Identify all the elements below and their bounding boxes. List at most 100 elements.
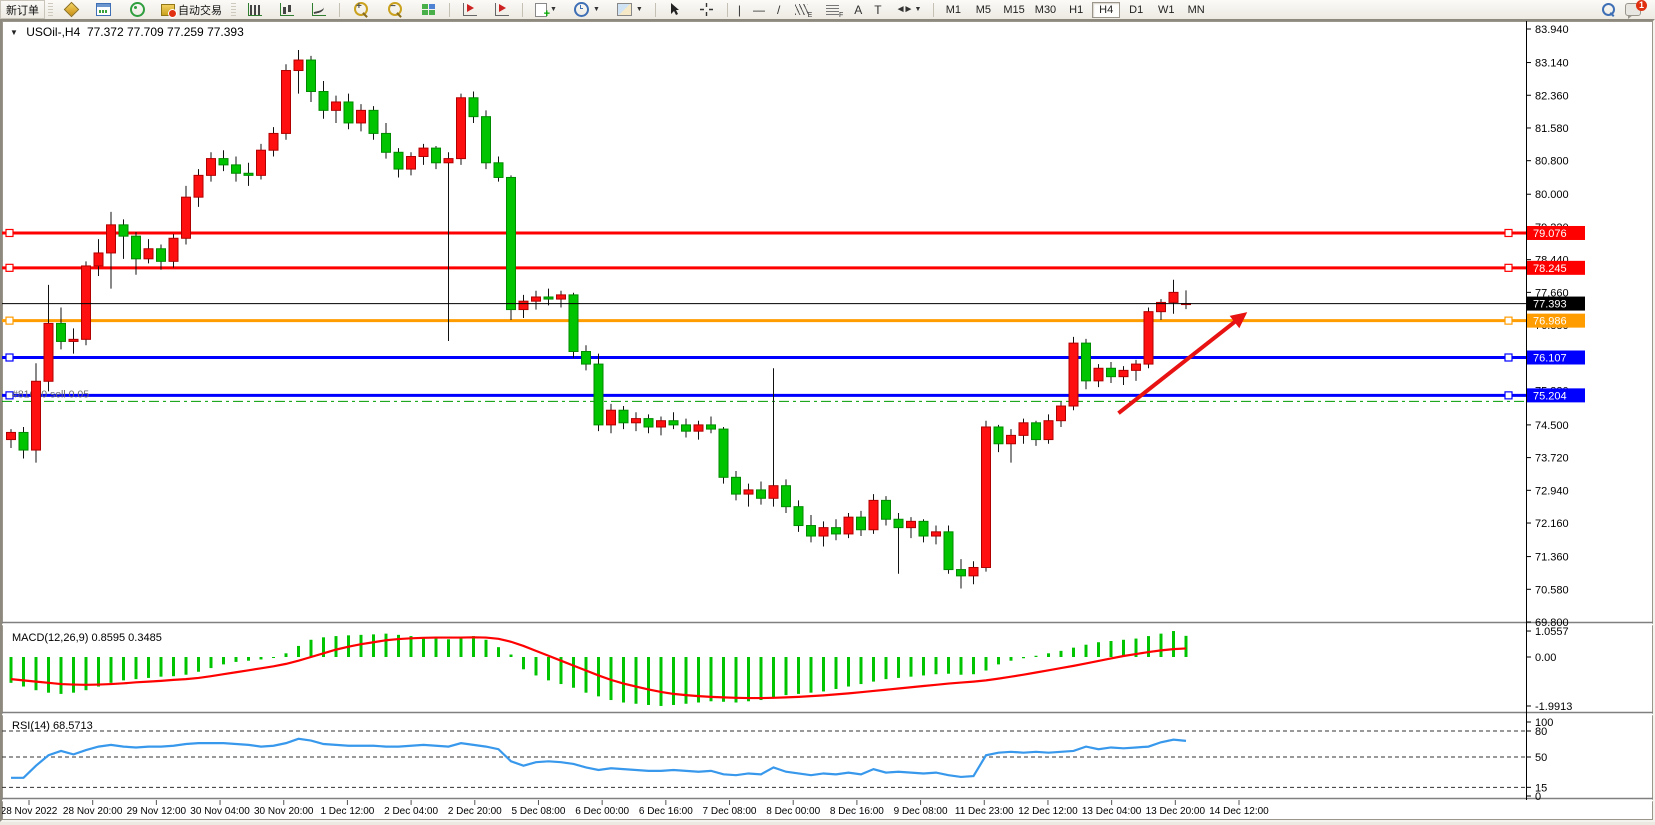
new-order-button[interactable]: 新订单 <box>0 0 45 19</box>
timeframe-h4[interactable]: H4 <box>1092 1 1121 18</box>
timeframe-m1[interactable]: M1 <box>945 3 962 16</box>
arrows-tool-button[interactable]: ◄► ▼ <box>888 0 930 19</box>
search-icon[interactable] <box>1602 3 1615 16</box>
toolbar-drag-handle[interactable] <box>48 3 53 16</box>
separator <box>654 2 656 17</box>
market-watch-button[interactable] <box>56 0 87 19</box>
channel-icon: E <box>795 4 812 19</box>
chart-title: ▼ USOil-,H4 77.372 77.709 77.259 77.393 <box>10 25 244 39</box>
svg-text:0: 0 <box>1535 791 1541 803</box>
navigator-button[interactable] <box>120 0 155 19</box>
horizontal-lines: #81620 sell 0.05 <box>2 228 1526 402</box>
svg-text:81.580: 81.580 <box>1535 123 1569 135</box>
timeframe-m15[interactable]: M15 <box>1003 3 1025 16</box>
chat-icon[interactable]: 1 <box>1625 0 1647 19</box>
svg-text:79.076: 79.076 <box>1533 228 1567 240</box>
separator <box>449 2 450 17</box>
text-tool-button[interactable]: A <box>854 2 863 17</box>
timeframe-m30[interactable]: M30 <box>1034 3 1057 16</box>
zoom-out-button[interactable]: − <box>378 0 412 19</box>
symbol-period-label: USOil-,H4 <box>26 25 81 39</box>
price-chart[interactable]: 83.94083.14082.36081.58080.80080.00079.2… <box>1 21 1653 820</box>
gold-diamond-icon <box>63 1 80 18</box>
separator <box>726 2 728 17</box>
svg-text:83.140: 83.140 <box>1535 58 1569 70</box>
svg-text:0.00: 0.00 <box>1535 652 1556 664</box>
timeframe-m5[interactable]: M5 <box>975 3 992 16</box>
timeframe-w1[interactable]: W1 <box>1157 3 1175 16</box>
svg-text:82.360: 82.360 <box>1535 90 1569 102</box>
auto-scroll-button[interactable] <box>454 0 486 19</box>
svg-text:2 Dec 20:00: 2 Dec 20:00 <box>448 806 502 817</box>
svg-text:1.0557: 1.0557 <box>1535 626 1569 638</box>
data-window-button[interactable] <box>87 0 120 19</box>
text-label-button[interactable]: T <box>874 2 882 17</box>
svg-text:6 Dec 16:00: 6 Dec 16:00 <box>639 806 693 817</box>
candles-layer <box>6 49 1191 589</box>
chevron-down-icon: ▼ <box>914 6 922 13</box>
svg-text:7 Dec 08:00: 7 Dec 08:00 <box>703 806 757 817</box>
template-button[interactable]: ▼ <box>608 0 651 19</box>
rsi-levels <box>2 730 1526 788</box>
trendline-button[interactable]: / <box>776 2 781 17</box>
svg-text:69.800: 69.800 <box>1535 617 1569 629</box>
toolbar-drag-handle[interactable] <box>231 3 236 16</box>
chart-shift-button[interactable] <box>486 0 518 19</box>
chart-window-icon <box>96 3 111 16</box>
svg-text:72.940: 72.940 <box>1535 485 1569 497</box>
chart-shift-icon <box>495 3 509 16</box>
timeframe-h1[interactable]: H1 <box>1069 3 1084 16</box>
timeframe-mn[interactable]: MN <box>1187 3 1205 16</box>
svg-text:13 Dec 20:00: 13 Dec 20:00 <box>1146 806 1206 817</box>
svg-text:5 Dec 08:00: 5 Dec 08:00 <box>512 806 566 817</box>
svg-text:1 Dec 12:00: 1 Dec 12:00 <box>320 806 374 817</box>
period-button[interactable]: ▼ <box>565 0 608 19</box>
channel-button[interactable]: E <box>786 0 817 19</box>
cursor-button[interactable] <box>660 0 690 19</box>
bar-chart-button[interactable] <box>239 0 271 19</box>
separator <box>522 2 523 17</box>
notification-badge: 1 <box>1636 0 1647 11</box>
svg-text:-1.9913: -1.9913 <box>1535 701 1572 713</box>
add-indicator-button[interactable]: ▼ <box>527 0 565 20</box>
collapse-triangle-icon[interactable]: ▼ <box>10 28 18 37</box>
fibonacci-button[interactable]: F <box>817 0 848 19</box>
axis-price-labels: 79.076 78.245 76.986 76.107 75.204 77.393 <box>1527 225 1585 403</box>
separator <box>933 2 935 17</box>
svg-text:70.580: 70.580 <box>1535 584 1569 596</box>
arrows-icon: ◄► <box>895 4 914 15</box>
fibonacci-icon: F <box>826 4 843 19</box>
timeframe-d1[interactable]: D1 <box>1129 3 1144 16</box>
auto-scroll-icon <box>463 3 477 16</box>
svg-text:2 Dec 04:00: 2 Dec 04:00 <box>384 806 438 817</box>
svg-text:30 Nov 20:00: 30 Nov 20:00 <box>254 806 314 817</box>
line-chart-button[interactable] <box>303 0 335 19</box>
rsi-label: RSI(14) 68.5713 <box>12 720 93 732</box>
crosshair-icon <box>699 3 713 16</box>
green-circle-icon <box>130 2 145 17</box>
svg-text:75.204: 75.204 <box>1533 390 1567 402</box>
candlestick-chart-button[interactable] <box>271 0 303 19</box>
svg-text:77.660: 77.660 <box>1535 287 1569 299</box>
svg-text:73.720: 73.720 <box>1535 453 1569 465</box>
autotrade-icon <box>161 3 177 18</box>
zoom-out-icon: − <box>388 1 402 16</box>
clock-icon <box>573 2 589 17</box>
crosshair-button[interactable] <box>690 0 723 19</box>
svg-text:80: 80 <box>1535 726 1547 738</box>
tile-windows-button[interactable] <box>412 0 445 19</box>
trend-arrow <box>1117 312 1248 415</box>
svg-text:77.393: 77.393 <box>1533 299 1567 311</box>
svg-text:100: 100 <box>1535 717 1553 729</box>
svg-text:76.986: 76.986 <box>1533 316 1567 328</box>
candlestick-icon <box>280 3 294 16</box>
svg-text:74.500: 74.500 <box>1535 420 1569 432</box>
line-chart-icon <box>312 3 326 16</box>
template-icon <box>616 3 632 16</box>
timeframe-bar: M1 M5 M15 M30 H1 H4 D1 W1 MN <box>938 1 1211 18</box>
svg-text:30 Nov 04:00: 30 Nov 04:00 <box>190 806 250 817</box>
horizontal-line-button[interactable]: — <box>752 2 765 17</box>
zoom-in-button[interactable]: + <box>344 0 378 19</box>
autotrade-button[interactable]: 自动交易 <box>155 0 228 19</box>
vertical-line-button[interactable]: | <box>737 2 741 17</box>
